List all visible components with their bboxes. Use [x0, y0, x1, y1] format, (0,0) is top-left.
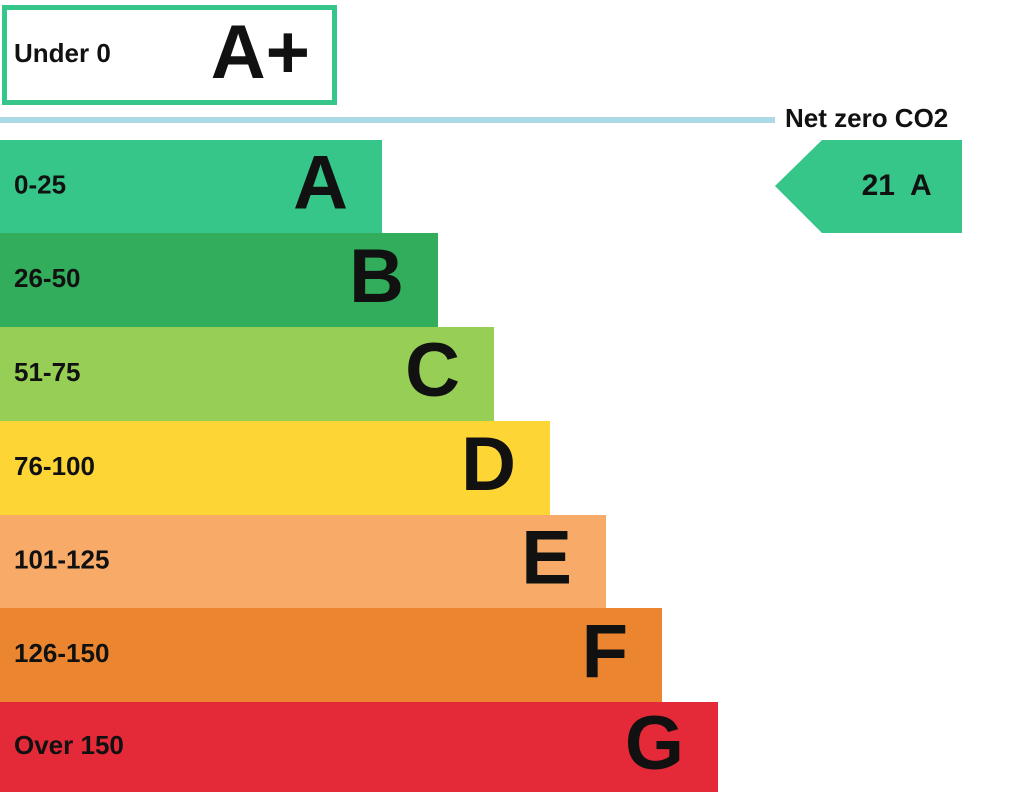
- band: [0, 608, 662, 702]
- band-rating: A: [293, 141, 348, 226]
- band: [0, 233, 438, 327]
- band-range: 101-125: [14, 544, 109, 574]
- bands: 0-25 A 26-50 B 51-75 C 76-100 D 101-125 E 126-150 F…: [0, 140, 718, 792]
- top-band-box: [2, 5, 337, 105]
- band-range: 0-25: [14, 169, 66, 199]
- band-range: 26-50: [14, 263, 81, 293]
- band: [0, 515, 606, 608]
- band-range: 126-150: [14, 638, 109, 668]
- current-rating: A: [910, 169, 932, 202]
- top-band-range: Under 0: [14, 38, 111, 68]
- band-rating: G: [625, 701, 684, 786]
- band-rating: D: [461, 422, 516, 507]
- top-band-rating: A+: [211, 10, 310, 95]
- band-rating: E: [521, 516, 572, 601]
- band: [0, 702, 718, 792]
- band-range: Over 150: [14, 730, 124, 760]
- current-rating-arrow: [775, 140, 962, 233]
- current-score: 21: [862, 169, 895, 202]
- band-range: 51-75: [14, 357, 81, 387]
- band: [0, 327, 494, 421]
- net-zero-label: Net zero CO2: [785, 103, 948, 133]
- band-rating: F: [582, 609, 628, 694]
- band: [0, 421, 550, 515]
- band: [0, 140, 382, 233]
- band-range: 76-100: [14, 451, 95, 481]
- band-rating: B: [349, 234, 404, 319]
- band-rating: C: [405, 328, 460, 413]
